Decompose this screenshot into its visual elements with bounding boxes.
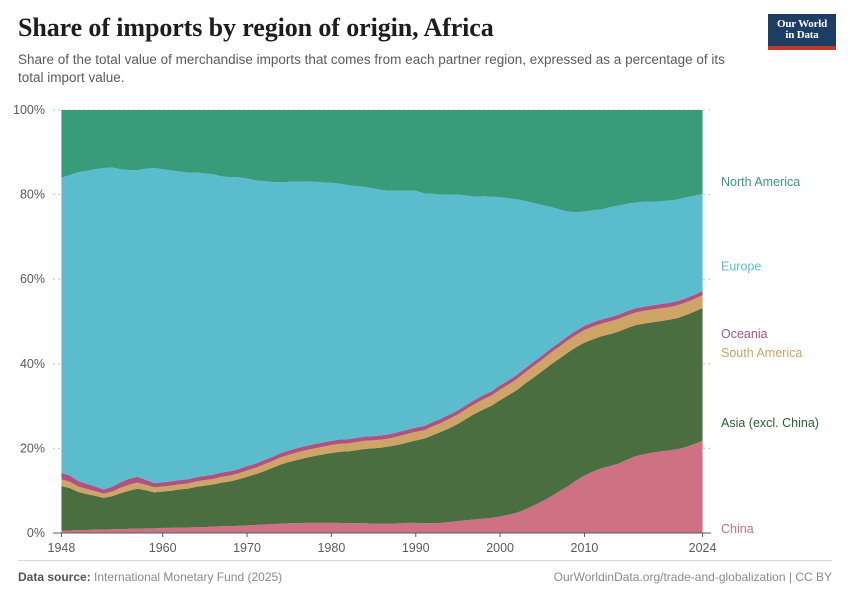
legend-label-south-america[interactable]: South America [721,346,802,360]
y-axis-tick-label: 80% [20,188,45,202]
legend-label-north-america[interactable]: North America [721,175,800,189]
area-band-europe[interactable] [61,167,703,490]
y-axis-tick-label: 60% [20,272,45,286]
x-axis-tick-label: 2000 [486,541,514,555]
logo-line-1: Our World [776,17,828,30]
data-source-label: Data source: [18,570,91,584]
x-axis-tick-label: 1980 [317,541,345,555]
logo-line-2: in Data [785,29,819,41]
x-axis-tick-label: 1970 [233,541,261,555]
chart-header: Share of imports by region of origin, Af… [18,12,758,87]
chart-subtitle: Share of the total value of merchandise … [18,52,725,85]
x-axis-tick-label: 1990 [402,541,430,555]
legend-label-asia-excl-china[interactable]: Asia (excl. China) [721,416,819,430]
x-axis-tick-label: 1960 [149,541,177,555]
page-title: Share of imports by region of origin, Af… [18,13,494,42]
data-source: Data source: International Monetary Fund… [18,570,282,584]
chart-footer: Data source: International Monetary Fund… [18,570,832,584]
footer-attribution[interactable]: OurWorldinData.org/trade-and-globalizati… [553,570,832,584]
x-axis-tick-label: 2024 [689,541,717,555]
data-source-value: International Monetary Fund (2025) [94,570,283,584]
area-band-south-america[interactable] [61,295,703,498]
x-axis-tick-label: 2010 [571,541,599,555]
legend-label-china[interactable]: China [721,522,754,536]
y-axis-tick-label: 100% [13,103,45,117]
owid-logo[interactable]: Our World in Data [768,14,836,50]
legend-label-europe[interactable]: Europe [721,260,761,274]
y-axis-tick-label: 40% [20,357,45,371]
footer-divider [18,560,832,561]
area-band-china[interactable] [61,440,703,533]
area-band-asia-excl-china[interactable] [61,307,703,531]
y-axis-tick-label: 0% [27,526,45,540]
legend-label-oceania[interactable]: Oceania [721,327,768,341]
area-band-north-america[interactable] [61,110,703,213]
area-band-oceania[interactable] [61,291,703,494]
x-axis-tick-label: 1948 [48,541,76,555]
y-axis-tick-label: 20% [20,441,45,455]
